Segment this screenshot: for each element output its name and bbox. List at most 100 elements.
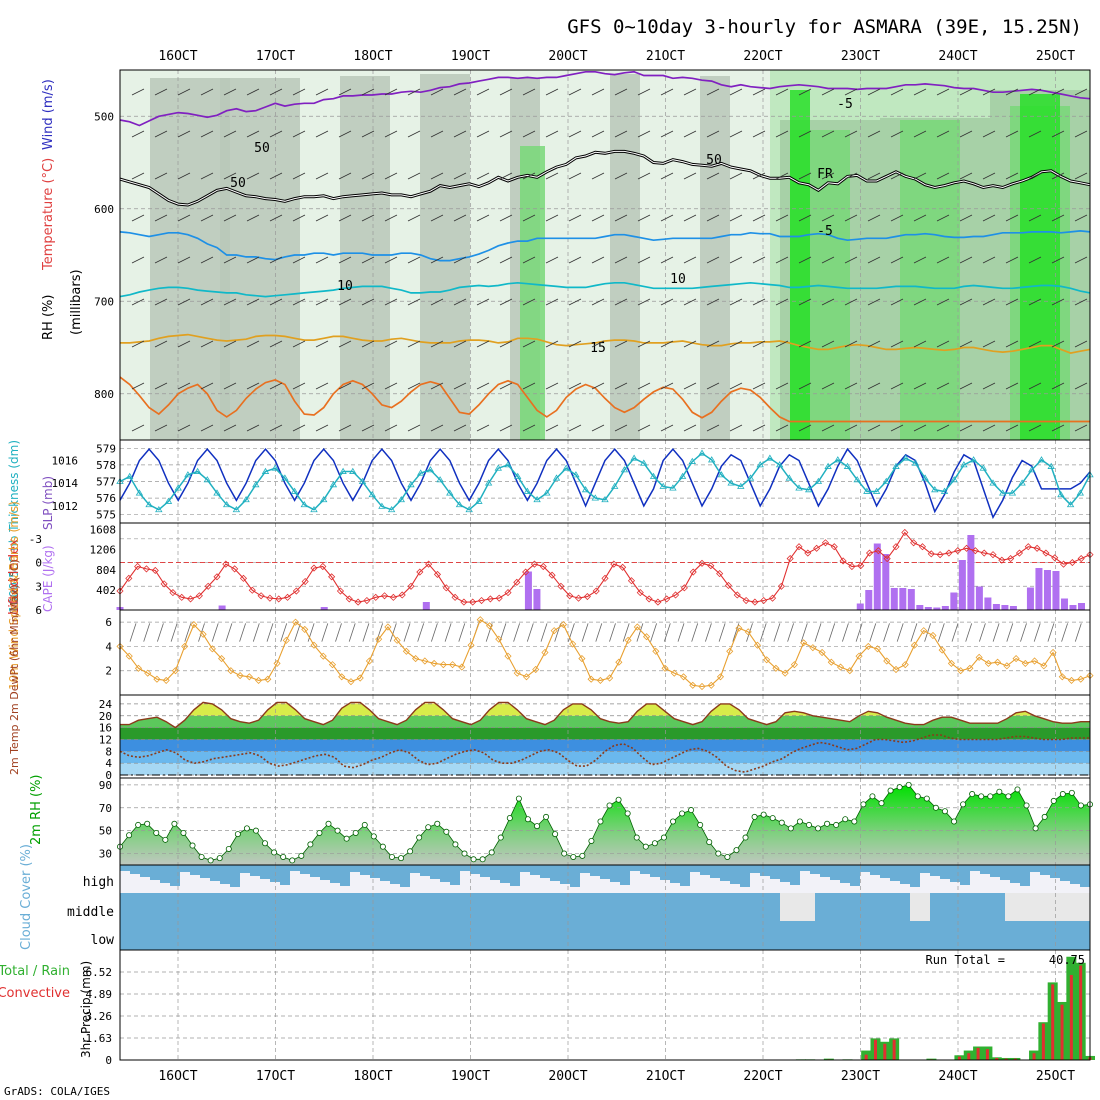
wind-barb [292,172,306,180]
cloud-high [200,865,210,878]
wind10-barb [376,623,383,642]
cape-tick: 1608 [90,524,117,537]
wind10-barb [540,623,548,642]
rh-point [425,824,432,831]
precip-panel: 0 1.63 3.26 4.89 6.52 Run Total = 40.75 [86,949,1095,1067]
wind-barb [154,130,168,138]
thickness-point [193,467,202,474]
wind10-barb [759,623,767,642]
rh-point [751,813,758,820]
wind-barb [775,298,789,306]
precip-tick: 1.63 [86,1032,113,1045]
wind-barb [568,88,582,96]
rh2m-panel: 30 50 70 90 [99,777,1094,866]
temp2m-ylabel: 2m Temp 2m DewPt (6hr Min/Max) (°C) [8,559,21,775]
cloud-high [750,865,760,873]
wind-barb [637,256,651,264]
lifted-point [398,591,406,599]
cloud-row-label: low [91,933,115,948]
thickness-point [145,500,153,508]
rh-point [679,810,686,817]
thickness-point [882,477,891,484]
wind-barb [476,382,490,390]
wind-barb [269,214,283,222]
wind10-barb [348,623,356,642]
wind10-point [938,646,946,654]
cloud-high [350,865,360,872]
wind-barb [131,424,145,432]
thickness-point [164,497,173,504]
wind-tick: 4 [105,640,112,653]
lifted-point [310,564,318,572]
wind-barb [660,382,674,390]
thickness-point [1057,491,1065,498]
cape-bar [1026,587,1034,610]
rh-point [588,837,595,844]
thickness-point [155,505,163,513]
upper-ylabel-wind: Wind (m/s) [41,79,56,150]
cloud-high [550,865,560,881]
cloud-high [230,865,240,887]
cloud-high [700,865,710,875]
wind10-point [661,664,669,672]
wind-barb [269,424,283,432]
thickness-point [184,471,192,478]
wind-barb [269,130,283,138]
rh-point [796,818,803,825]
run-total-label: Run Total = [926,953,1005,967]
wind-barb [936,256,950,264]
wind10-point [532,665,540,674]
isotherm-line-core [119,150,1091,206]
wind-barb [798,214,812,222]
rh-point [298,852,305,859]
lifted-point [813,544,821,552]
wind-barb [131,88,145,96]
wind-barb [729,256,743,264]
cloud-high [410,865,420,873]
wind-barb [775,88,789,96]
wind-barb [223,382,237,390]
thickness-point [756,461,764,468]
wind-barb [499,88,513,96]
wind10-barb [170,623,178,642]
rh-point [824,820,831,827]
wind-barb [844,256,858,264]
wind-barb [1051,424,1065,432]
wind-barb [1028,130,1042,138]
wind-barb [591,340,605,348]
rh-point [379,843,386,850]
lifted-point [160,580,168,588]
thickness-point [125,472,134,479]
wind10-point [310,641,318,649]
cloud-high [560,865,570,884]
top-axis: 16OCT 17OCT 18OCT 19OCT 20OCT 21OCT 22OCT 23OCT… [158,49,1075,64]
wind-barb [407,172,421,180]
wind-barb [407,298,421,306]
wind-barb [936,424,950,432]
cape-tick: 1206 [90,544,117,557]
wind-barb [706,130,720,138]
temp-tick: 20 [99,710,112,723]
lifted-point [195,592,203,600]
wind10-point [1012,655,1020,663]
wind10-barb [896,623,904,642]
wind-barb [315,298,329,306]
wind-barb [1005,382,1019,390]
thickness-point [669,484,677,491]
wind-barb [913,256,927,264]
cloud-high [150,865,160,880]
rh-point [1050,797,1057,804]
wind-barb [384,88,398,96]
thickness-point [271,464,279,471]
wind-barb [1051,88,1065,96]
wind-barb [177,256,191,264]
cloud-high [430,865,440,879]
wind10-point [291,618,300,626]
wind-barb [338,424,352,432]
wind-barb [384,172,398,180]
wind-barb [361,298,375,306]
thickness-point [562,464,570,471]
thickness-point [863,487,871,494]
lifted-point [689,568,697,576]
lifted-point [742,596,750,605]
